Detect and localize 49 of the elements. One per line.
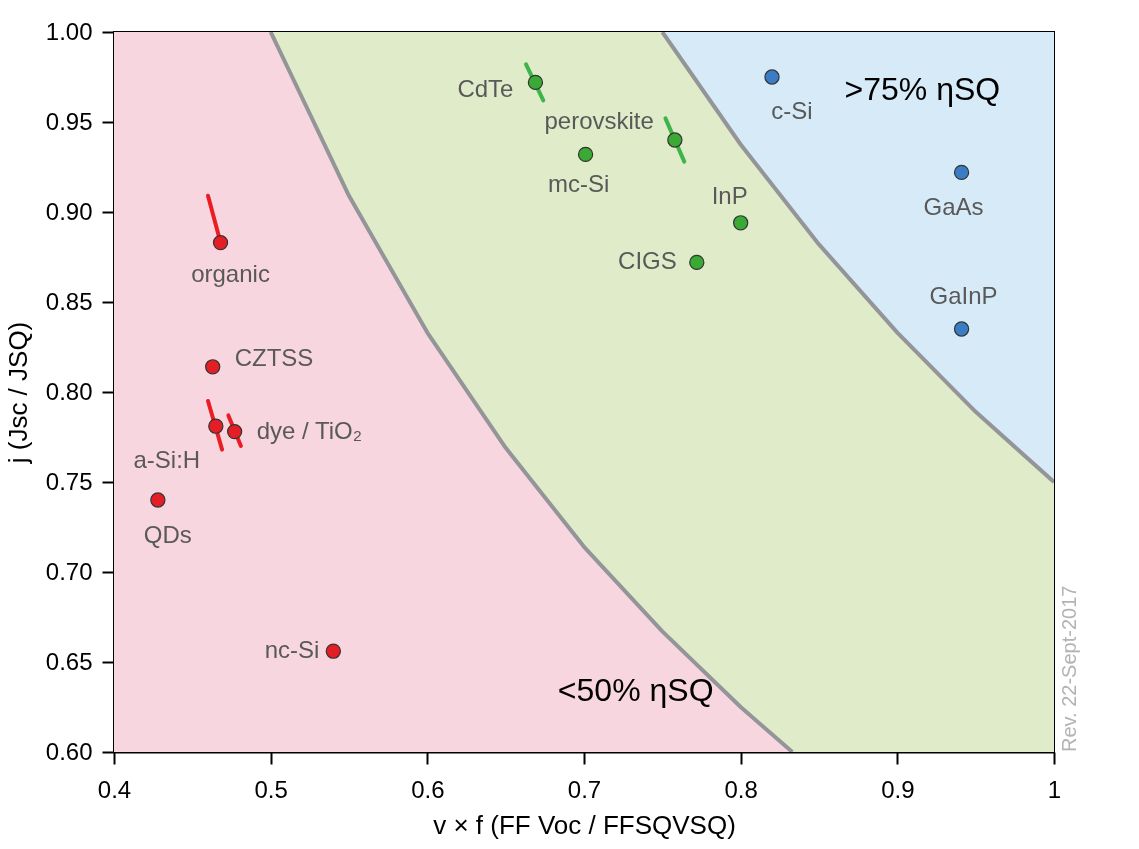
point: [527, 74, 544, 91]
x-tick-label: 0.4: [97, 775, 132, 803]
point: [205, 359, 221, 375]
y-tick-label: 0.95: [45, 107, 93, 135]
y-axis-title: j (Jsc / JSQ): [2, 321, 33, 465]
point: [667, 132, 683, 148]
annotation: nc-Si: [264, 636, 320, 664]
annotation: organic: [191, 259, 270, 287]
y-tick-label: 0.65: [45, 647, 93, 675]
x-tick-label: 0.8: [724, 775, 758, 803]
annotation: mc-Si: [547, 170, 610, 198]
annotation: CdTe: [457, 75, 514, 103]
annotation: CZTSS: [234, 343, 314, 371]
annotation: GaAs: [923, 193, 984, 221]
point: [733, 215, 749, 231]
annotation: dye / TiO₂: [256, 416, 362, 444]
x-tick-label: 0.9: [881, 775, 915, 803]
x-tick-label: 0.5: [254, 775, 288, 803]
text: Rev. 22-Sept-2017: [1058, 585, 1080, 752]
point: [689, 254, 705, 271]
y-tick-label: 0.85: [45, 287, 93, 315]
y-tick-label: 0.75: [45, 467, 93, 495]
annotation: CIGS: [618, 247, 677, 275]
point: [325, 643, 341, 659]
y-tick-label: 1.00: [45, 17, 93, 45]
annotation: InP: [711, 181, 748, 209]
y-tick-label: 0.70: [45, 557, 93, 585]
annotation: <50% ηSQ: [557, 671, 714, 708]
annotation: c-Si: [771, 97, 813, 124]
annotation: >75% ηSQ: [844, 70, 1001, 107]
annotation: a-Si:H: [133, 446, 201, 474]
y-tick-label: 0.60: [45, 737, 93, 765]
y-tick-label: 0.80: [45, 377, 93, 405]
annotation: QDs: [143, 521, 192, 548]
annotation: perovskite: [544, 107, 654, 134]
point: [226, 423, 243, 440]
point: [208, 418, 224, 434]
annotation: GaInP: [929, 282, 998, 309]
point: [953, 321, 970, 337]
x-axis-title: v × f (FF Voc / FFSQVSQ): [433, 809, 736, 840]
point: [212, 234, 229, 251]
point: [953, 164, 970, 181]
point: [577, 146, 594, 163]
y-tick-label: 0.90: [45, 197, 93, 225]
point: [150, 492, 166, 508]
point: [764, 69, 780, 85]
x-tick-label: 0.7: [567, 775, 602, 803]
x-tick-label: 0.6: [411, 775, 445, 803]
x-tick-label: 1: [1047, 775, 1062, 803]
